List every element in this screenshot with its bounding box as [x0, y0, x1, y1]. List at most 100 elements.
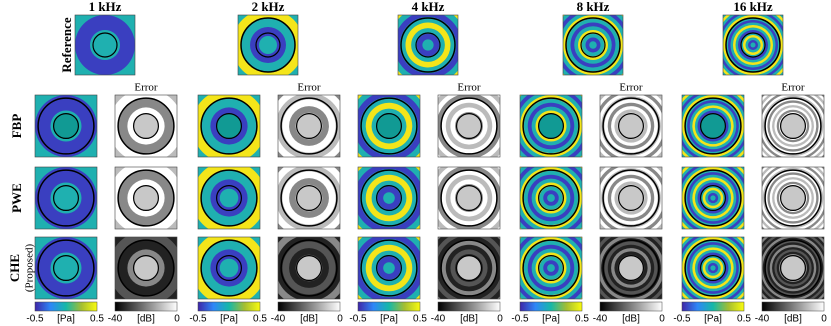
boundary-outer — [200, 169, 258, 227]
error-title: Error — [781, 82, 805, 94]
cell-frame — [34, 166, 98, 230]
boundary-inner — [779, 185, 806, 212]
boundary-outer — [117, 169, 175, 227]
boundary-inner — [456, 112, 483, 139]
boundary-inner — [617, 112, 644, 139]
boundary-outer — [440, 169, 498, 227]
cell-frame — [599, 236, 663, 300]
row-label: PWE — [9, 183, 24, 213]
image-cell — [762, 237, 824, 299]
field-colorbar — [357, 301, 421, 312]
image-cell — [600, 167, 662, 229]
cell-frame — [761, 94, 825, 158]
boundary-outer — [280, 97, 338, 155]
image-cell — [115, 237, 177, 299]
boundary-outer — [360, 97, 418, 155]
colorbar-max: 0.5 — [253, 314, 267, 325]
image-cell — [358, 167, 420, 229]
image-cell — [520, 237, 582, 299]
colorbar-max: 0 — [821, 314, 827, 325]
cell-frame — [197, 166, 261, 230]
image-cell — [600, 95, 662, 157]
boundary-inner — [617, 185, 644, 212]
colorbar-max: 0.5 — [575, 314, 589, 325]
ring — [710, 195, 716, 201]
boundary-inner — [52, 112, 79, 139]
image-cell — [723, 15, 783, 75]
boundary-inner — [255, 32, 281, 58]
boundary-outer — [400, 17, 456, 73]
image-cell — [358, 95, 420, 157]
boundary-outer — [602, 97, 660, 155]
colorbar-min: -0.5 — [349, 314, 367, 325]
boundary-inner — [580, 32, 606, 58]
boundary-outer — [360, 239, 418, 297]
cell-frame — [277, 236, 341, 300]
boundary-outer — [440, 239, 498, 297]
boundary-outer — [684, 169, 742, 227]
boundary-outer — [522, 239, 580, 297]
colorbar-unit: [dB] — [784, 314, 802, 325]
boundary-inner — [296, 255, 323, 282]
frequency-label: 2 kHz — [252, 0, 285, 14]
boundary-outer — [522, 169, 580, 227]
error-colorbar — [277, 301, 341, 312]
boundary-inner — [779, 112, 806, 139]
colorbar-unit: [dB] — [300, 314, 318, 325]
cell-frame — [519, 236, 583, 300]
error-title: Error — [619, 82, 643, 94]
colorbar-min: -40 — [755, 314, 770, 325]
boundary-outer — [37, 239, 95, 297]
boundary-outer — [602, 239, 660, 297]
boundary-outer — [565, 17, 621, 73]
image-cell — [682, 167, 744, 229]
ring — [219, 188, 239, 208]
image-cell — [762, 95, 824, 157]
boundary-inner — [779, 255, 806, 282]
cell-frame — [681, 94, 745, 158]
image-cell — [762, 167, 824, 229]
cell-frame — [357, 166, 421, 230]
field-colorbar — [197, 301, 261, 312]
image-cell — [198, 167, 260, 229]
cell-frame — [114, 94, 178, 158]
boundary-outer — [440, 97, 498, 155]
ring — [710, 265, 716, 271]
boundary-outer — [280, 239, 338, 297]
colorbar-min: -40 — [431, 314, 446, 325]
colorbar-min: -0.5 — [673, 314, 691, 325]
colorbar-max: 0.5 — [413, 314, 427, 325]
ring — [50, 252, 82, 284]
boundary-outer — [360, 169, 418, 227]
boundary-outer — [764, 97, 822, 155]
error-colorbar — [761, 301, 825, 312]
cell-frame — [114, 166, 178, 230]
cell-frame — [681, 236, 745, 300]
ring — [547, 194, 555, 202]
boundary-outer — [764, 239, 822, 297]
cell-frame — [357, 236, 421, 300]
colorbar-min: -40 — [108, 314, 123, 325]
cell-frame — [277, 94, 341, 158]
cell-frame — [519, 94, 583, 158]
boundary-outer — [522, 97, 580, 155]
ring — [750, 42, 756, 48]
boundary-outer — [117, 239, 175, 297]
image-cell — [278, 167, 340, 229]
error-title: Error — [297, 82, 321, 94]
colorbar-unit: [Pa] — [220, 314, 238, 325]
image-cell — [75, 15, 135, 75]
boundary-inner — [216, 185, 243, 212]
boundary-outer — [725, 17, 781, 73]
boundary-inner — [52, 255, 79, 282]
colorbar-min: -40 — [593, 314, 608, 325]
image-cell — [358, 237, 420, 299]
boundary-outer — [37, 169, 95, 227]
ring — [547, 264, 555, 272]
boundary-inner — [133, 185, 160, 212]
row-sublabel: (Proposed) — [24, 244, 36, 293]
colorbar-unit: [Pa] — [380, 314, 398, 325]
image-cell — [438, 237, 500, 299]
boundary-outer — [240, 17, 296, 73]
image-cell — [398, 15, 458, 75]
